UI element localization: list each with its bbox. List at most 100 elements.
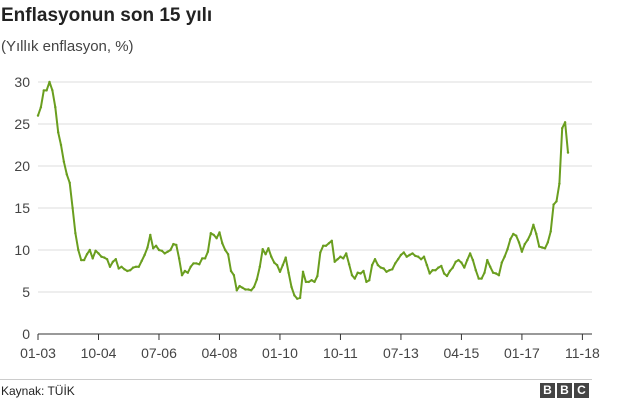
data-point	[175, 243, 178, 247]
data-point	[198, 263, 201, 266]
data-point	[71, 206, 74, 210]
x-tick-label: 01-17	[504, 345, 540, 361]
data-point	[517, 241, 521, 244]
data-point	[322, 244, 325, 247]
data-point	[379, 266, 382, 269]
data-point	[264, 253, 267, 256]
x-tick-label: 07-13	[383, 345, 419, 361]
data-point	[250, 289, 253, 292]
data-point	[304, 280, 308, 284]
data-point	[149, 233, 152, 237]
data-point	[59, 143, 63, 147]
data-point	[270, 255, 273, 258]
data-point	[140, 259, 143, 263]
data-point	[177, 257, 181, 260]
data-point	[152, 247, 155, 250]
data-point	[36, 114, 40, 117]
y-axis-tick-labels: 0 5 10 15 20 25 30	[14, 74, 30, 342]
data-point	[160, 249, 164, 252]
data-point	[100, 255, 103, 258]
gridlines	[38, 81, 592, 293]
data-point	[419, 258, 423, 261]
y-tick-label: 0	[22, 326, 30, 342]
data-point	[538, 245, 541, 248]
data-point	[468, 252, 472, 255]
data-point	[483, 271, 486, 274]
data-point	[39, 106, 43, 109]
data-point	[546, 241, 549, 244]
data-point	[258, 265, 261, 268]
data-point	[319, 251, 322, 254]
data-point	[54, 106, 57, 109]
data-point	[117, 267, 120, 270]
bbc-logo-letter-3: C	[574, 383, 589, 398]
data-point	[500, 261, 503, 264]
bbc-logo: B B C	[540, 383, 589, 398]
data-point	[382, 267, 385, 270]
data-point	[134, 265, 138, 268]
data-point	[103, 256, 106, 259]
data-point	[287, 271, 290, 274]
data-point	[471, 258, 475, 262]
data-point	[552, 203, 555, 206]
data-point	[65, 173, 69, 176]
x-tick-label: 01-10	[262, 345, 298, 361]
data-point	[114, 258, 118, 261]
data-point	[558, 182, 561, 185]
data-point	[347, 263, 351, 266]
footer-divider	[0, 379, 592, 380]
data-point	[437, 266, 440, 269]
data-point	[428, 272, 431, 275]
data-point	[51, 89, 54, 92]
line-chart: 0 5 10 15 20 25 30 01-03 10-04 07-06 04-08 01-10 10…	[14, 74, 600, 361]
data-point	[261, 248, 264, 251]
data-point	[370, 263, 374, 267]
data-point	[460, 261, 463, 264]
data-point	[247, 288, 250, 291]
data-point	[235, 289, 238, 292]
data-point	[540, 246, 544, 249]
data-point	[183, 269, 187, 273]
data-point	[267, 247, 270, 250]
data-point	[526, 238, 529, 242]
data-point	[91, 257, 94, 260]
data-point	[440, 264, 443, 268]
chart-title: Enflasyonun son 15 yılı	[1, 5, 213, 26]
data-point	[186, 271, 189, 274]
data-point	[224, 248, 227, 252]
data-point	[520, 250, 524, 253]
data-point	[480, 277, 483, 280]
data-point	[451, 266, 454, 269]
data-point	[376, 263, 380, 267]
data-point	[566, 151, 570, 154]
data-point	[373, 258, 377, 261]
data-point	[85, 253, 89, 256]
data-point	[255, 278, 259, 281]
data-point	[561, 127, 564, 130]
data-point	[123, 268, 126, 271]
x-tick-label: 01-03	[20, 345, 56, 361]
data-point	[131, 266, 135, 269]
data-point	[503, 255, 506, 258]
data-point	[192, 262, 195, 265]
data-point	[489, 265, 492, 268]
data-point	[494, 272, 498, 275]
data-point	[77, 248, 80, 252]
data-point	[238, 284, 241, 288]
y-tick-label: 20	[14, 158, 30, 174]
data-point	[129, 269, 132, 272]
y-tick-label: 30	[14, 74, 30, 90]
data-point	[342, 257, 345, 260]
data-point	[212, 233, 215, 237]
data-point	[350, 274, 354, 277]
data-point	[506, 248, 509, 251]
data-point	[477, 277, 480, 280]
data-point	[425, 263, 429, 267]
data-point	[555, 200, 558, 203]
data-point	[339, 255, 342, 258]
bbc-logo-letter-1: B	[540, 383, 555, 398]
data-point	[445, 274, 449, 278]
data-point	[512, 232, 515, 236]
data-point	[336, 258, 339, 261]
data-point	[359, 272, 362, 275]
